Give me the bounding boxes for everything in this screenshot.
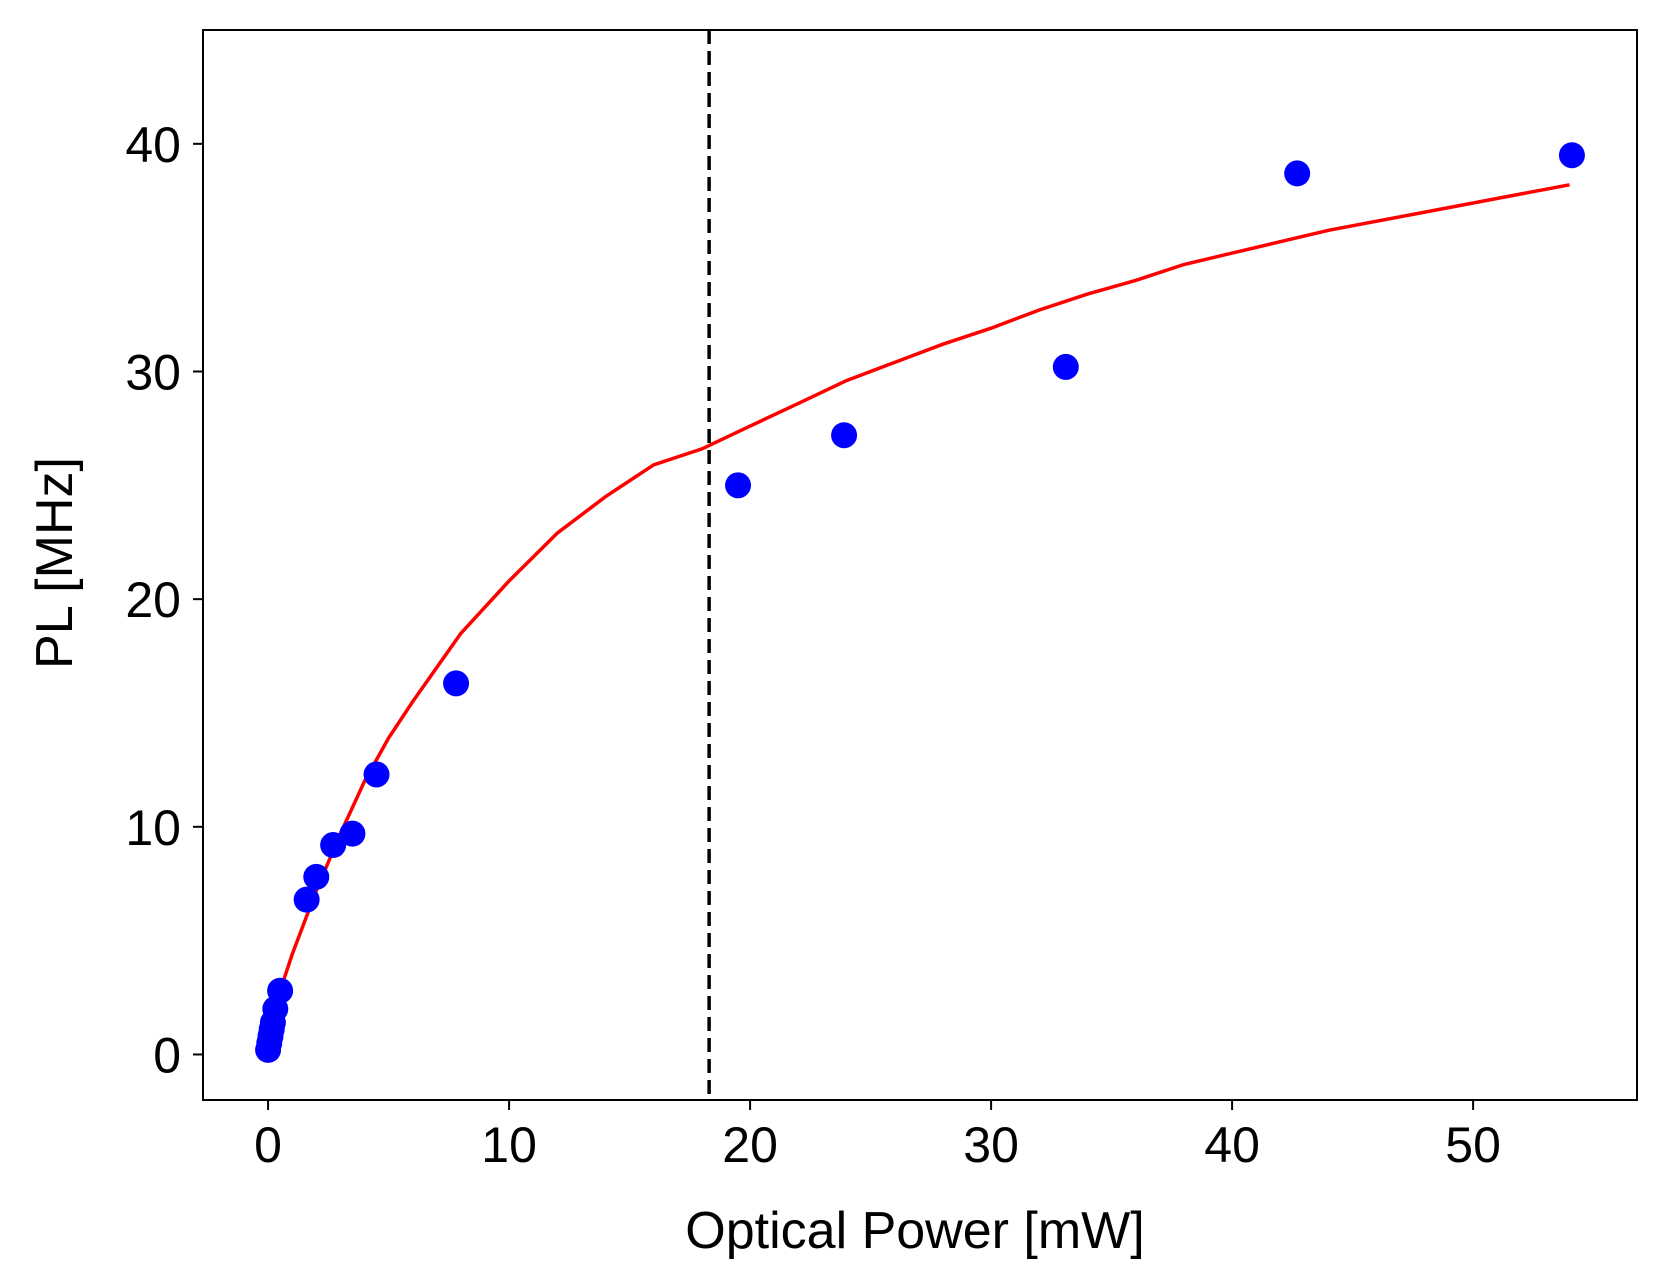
data-point (293, 886, 320, 913)
data-point (339, 820, 366, 847)
axes: 0 10 20 30 40 50 0 10 20 30 40 (125, 29, 1638, 1173)
data-point (1052, 353, 1079, 380)
x-tick-label: 40 (1204, 1117, 1260, 1173)
y-tick-label: 40 (125, 117, 181, 173)
data-point (267, 977, 294, 1004)
data-point (303, 863, 330, 890)
data-point (1284, 160, 1311, 187)
fit-curve (266, 183, 1570, 1028)
plot-area (255, 30, 1585, 1100)
data-point (443, 670, 470, 697)
plot-frame (202, 29, 1638, 1101)
y-tick-label: 20 (125, 572, 181, 628)
data-point (1558, 142, 1585, 169)
data-point (725, 472, 752, 499)
x-tick-label: 50 (1445, 1117, 1501, 1173)
data-point (363, 761, 390, 788)
x-tick-label: 20 (722, 1117, 778, 1173)
x-tick-label: 30 (963, 1117, 1019, 1173)
x-tick-label: 0 (254, 1117, 282, 1173)
data-point (831, 422, 858, 449)
data-point (320, 832, 347, 859)
y-tick-label: 10 (125, 800, 181, 856)
y-tick-label: 0 (153, 1027, 181, 1083)
y-axis-label: PL [MHz] (26, 457, 84, 669)
y-tick-label: 30 (125, 344, 181, 400)
x-axis-label: Optical Power [mW] (685, 1202, 1144, 1260)
x-tick-label: 10 (481, 1117, 537, 1173)
plot-contents (255, 30, 1585, 1100)
